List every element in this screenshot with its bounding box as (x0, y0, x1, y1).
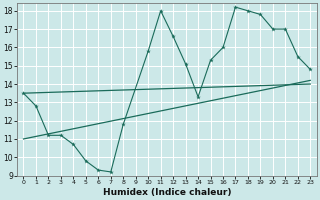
X-axis label: Humidex (Indice chaleur): Humidex (Indice chaleur) (103, 188, 231, 197)
